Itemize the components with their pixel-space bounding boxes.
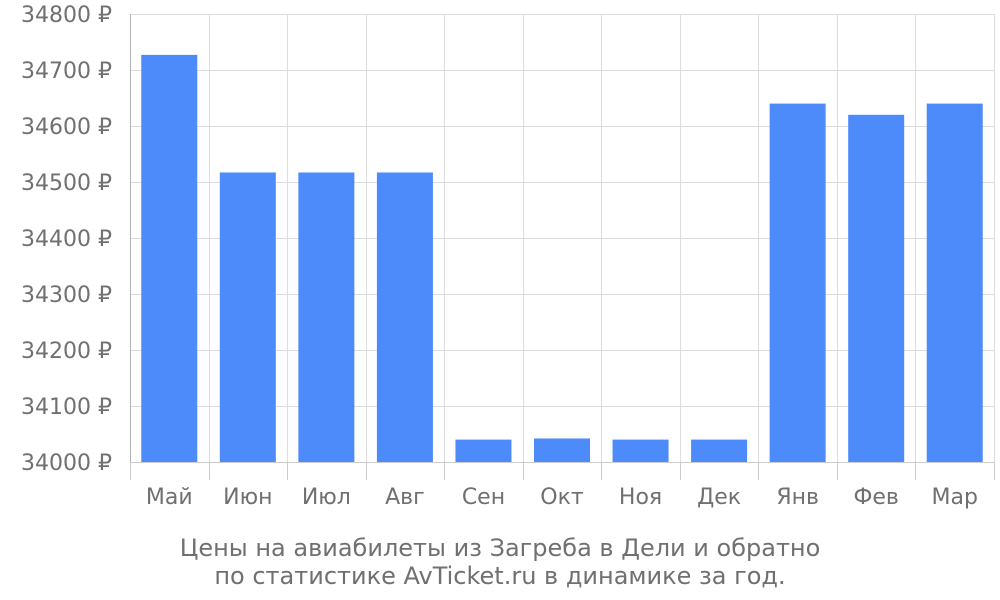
y-tick-label-2: 34200 ₽ <box>21 339 112 364</box>
chart-svg: 34000 ₽ 34100 ₽ 34200 ₽ 34300 ₽ 34400 ₽ 34500… <box>21 3 995 510</box>
bar-0 <box>141 54 198 462</box>
bar-2 <box>298 172 355 463</box>
bar-1 <box>219 172 276 463</box>
bar-chart: 34000 ₽ 34100 ₽ 34200 ₽ 34300 ₽ 34400 ₽ 34500… <box>21 3 995 510</box>
x-tick-label-1: Июн <box>223 485 272 510</box>
bar-3 <box>376 172 433 463</box>
y-tick-label-3: 34300 ₽ <box>21 283 112 308</box>
y-tick-label-6: 34600 ₽ <box>21 115 112 140</box>
x-tick-label-9: Фев <box>853 485 898 510</box>
y-tick-label-8: 34800 ₽ <box>21 3 112 28</box>
y-tick-label-7: 34700 ₽ <box>21 59 112 84</box>
x-tick-label-3: Авг <box>385 485 425 510</box>
bar-4 <box>455 439 512 462</box>
bar-9 <box>848 114 905 463</box>
x-tick-label-0: Май <box>146 485 193 510</box>
x-tick-label-8: Янв <box>776 485 819 510</box>
chart-caption-line-1: Цены на авиабилеты из Загреба в Дели и о… <box>179 534 821 562</box>
x-tick-label-2: Июл <box>302 485 351 510</box>
x-tick-label-5: Окт <box>540 485 584 510</box>
bar-7 <box>691 439 748 462</box>
bar-8 <box>769 103 826 462</box>
x-tick-label-4: Сен <box>462 485 505 510</box>
y-tick-label-4: 34400 ₽ <box>21 227 112 252</box>
bar-5 <box>534 438 590 462</box>
y-tick-label-1: 34100 ₽ <box>21 395 112 420</box>
bar-6 <box>612 439 669 462</box>
x-tick-label-6: Ноя <box>619 485 662 510</box>
x-tick-label-7: Дек <box>697 485 741 510</box>
x-tick-label-10: Мар <box>932 485 978 510</box>
y-tick-label-0: 34000 ₽ <box>21 451 112 476</box>
chart-caption-line-2: по статистике AvTicket.ru в динамике за … <box>214 562 786 590</box>
bar-10 <box>926 103 983 462</box>
y-tick-label-5: 34500 ₽ <box>21 171 112 196</box>
